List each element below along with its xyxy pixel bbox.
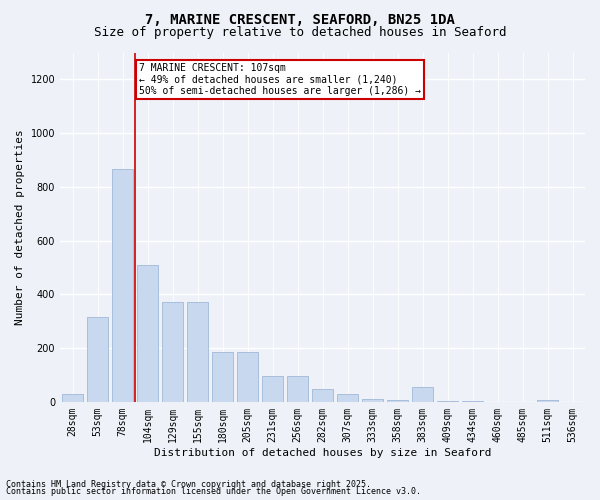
Bar xyxy=(62,394,83,402)
Bar xyxy=(312,389,333,402)
Bar xyxy=(212,352,233,402)
Text: 7 MARINE CRESCENT: 107sqm
← 49% of detached houses are smaller (1,240)
50% of se: 7 MARINE CRESCENT: 107sqm ← 49% of detac… xyxy=(139,63,421,96)
Bar xyxy=(387,400,408,402)
Text: Contains public sector information licensed under the Open Government Licence v3: Contains public sector information licen… xyxy=(6,488,421,496)
Bar xyxy=(287,376,308,402)
Text: Size of property relative to detached houses in Seaford: Size of property relative to detached ho… xyxy=(94,26,506,39)
Bar xyxy=(262,376,283,402)
Bar xyxy=(537,400,558,402)
Bar xyxy=(162,302,183,402)
X-axis label: Distribution of detached houses by size in Seaford: Distribution of detached houses by size … xyxy=(154,448,491,458)
Bar xyxy=(87,317,108,402)
Bar xyxy=(137,265,158,402)
Bar xyxy=(337,394,358,402)
Text: 7, MARINE CRESCENT, SEAFORD, BN25 1DA: 7, MARINE CRESCENT, SEAFORD, BN25 1DA xyxy=(145,12,455,26)
Bar xyxy=(437,401,458,402)
Bar xyxy=(362,398,383,402)
Text: Contains HM Land Registry data © Crown copyright and database right 2025.: Contains HM Land Registry data © Crown c… xyxy=(6,480,371,489)
Bar xyxy=(237,352,258,402)
Y-axis label: Number of detached properties: Number of detached properties xyxy=(15,130,25,325)
Bar xyxy=(412,387,433,402)
Bar xyxy=(112,170,133,402)
Bar xyxy=(462,401,483,402)
Bar xyxy=(187,302,208,402)
